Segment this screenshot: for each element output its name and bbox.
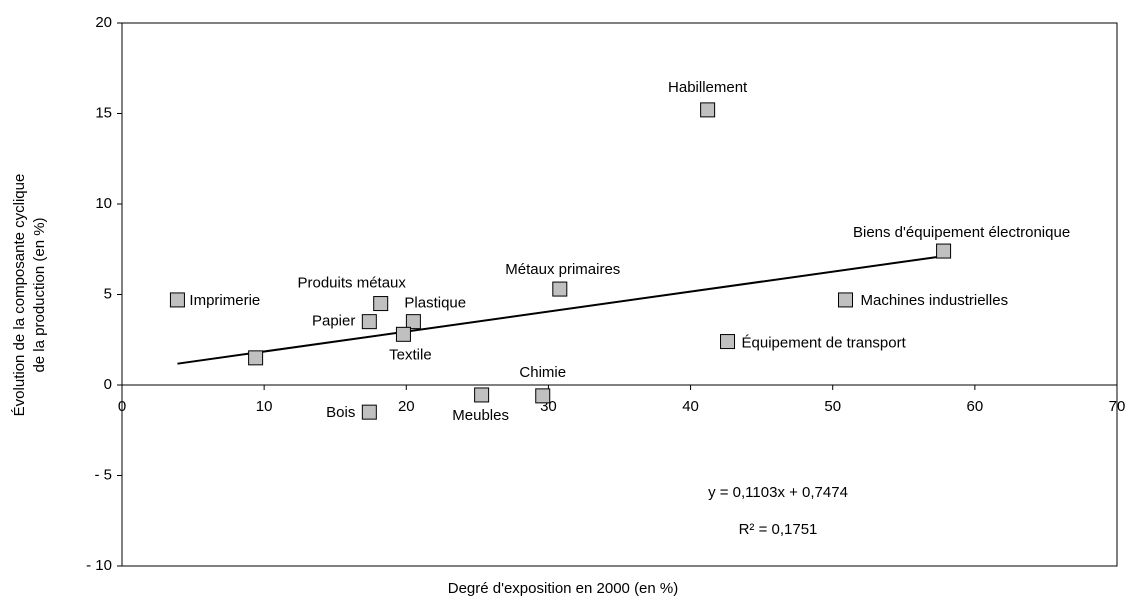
y-tick-label: 10	[95, 195, 112, 212]
point-label: Meubles	[452, 407, 509, 424]
point	[838, 292, 854, 308]
y-tick-label: - 5	[94, 466, 112, 483]
point	[361, 404, 377, 420]
point-label: Plastique	[404, 295, 466, 312]
x-tick-label: 60	[967, 398, 984, 415]
point	[474, 387, 490, 403]
point-label: Bois	[326, 404, 355, 421]
point-label: Habillement	[668, 79, 748, 96]
point	[169, 292, 185, 308]
point-label: Textile	[389, 346, 432, 363]
x-tick-label: 50	[824, 398, 841, 415]
point-label: Équipement de transport	[742, 335, 907, 352]
x-tick-label: 40	[682, 398, 699, 415]
x-tick-label: 70	[1109, 398, 1126, 415]
point	[700, 102, 716, 118]
y-tick-label: 5	[104, 285, 112, 302]
y-tick-label: 0	[104, 376, 112, 393]
trend-line	[177, 255, 944, 365]
point	[552, 281, 568, 297]
point	[405, 314, 421, 330]
point-label: Biens d'équipement électronique	[853, 224, 1070, 241]
point-label: Métaux primaires	[505, 261, 620, 278]
point	[395, 326, 411, 342]
trend-equation: y = 0,1103x + 0,7474	[708, 484, 848, 501]
point	[373, 296, 389, 312]
point	[720, 334, 736, 350]
point	[535, 388, 551, 404]
x-axis-title: Degré d'exposition en 2000 (en %)	[448, 580, 679, 597]
x-tick-label: 20	[398, 398, 415, 415]
point-label: Produits métaux	[298, 275, 407, 292]
point	[361, 314, 377, 330]
point-label: Papier	[312, 313, 355, 330]
y-axis-title: de la production (en %)	[31, 217, 48, 372]
x-tick-label: 0	[118, 398, 126, 415]
point-label: Machines industrielles	[861, 292, 1009, 309]
point-label: Chimie	[519, 364, 566, 381]
x-tick-label: 10	[256, 398, 273, 415]
point	[936, 243, 952, 259]
y-tick-label: - 10	[86, 557, 112, 574]
point	[248, 350, 264, 366]
y-axis-title: Évolution de la composante cyclique	[11, 174, 28, 417]
point-label: Imprimerie	[189, 292, 260, 309]
y-tick-label: 15	[95, 104, 112, 121]
trend-r2: R² = 0,1751	[739, 521, 818, 538]
y-tick-label: 20	[95, 14, 112, 31]
